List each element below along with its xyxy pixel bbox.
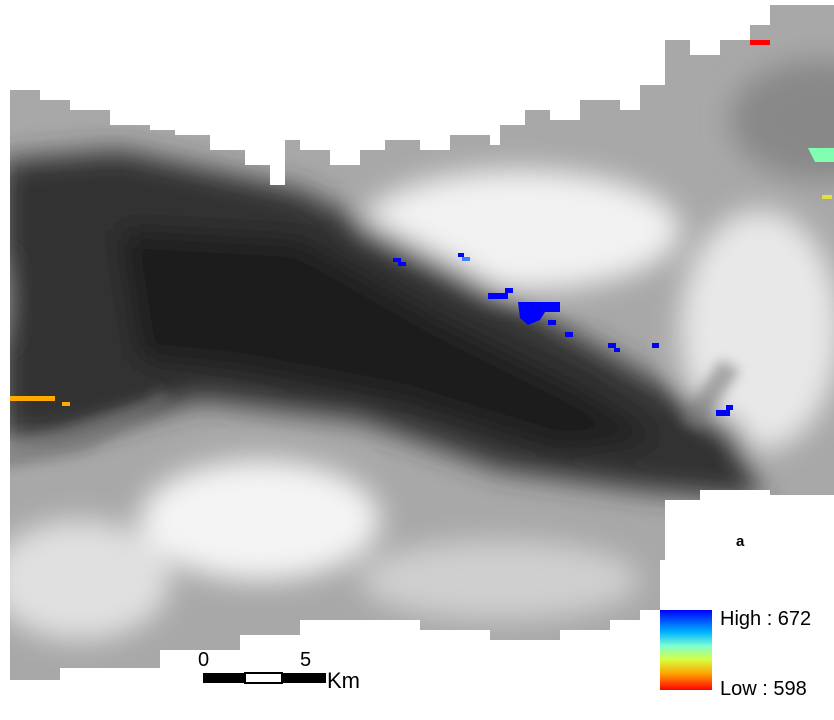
cell-red [750,40,770,45]
cell-orange [62,402,70,406]
panel-label: a [736,533,745,550]
map: a High : 672 Low : 598 0 5 Km [0,0,834,720]
cell-yellow [822,195,832,199]
cell-orange [10,396,55,401]
scale-tick-label: 0 [198,649,209,671]
legend-high: High : 672 [720,608,811,630]
scale-tick-label: 5 [300,649,311,671]
scale-unit: Km [327,668,360,693]
legend-low: Low : 598 [720,678,807,700]
scale-bar: 0 5 Km [198,649,360,693]
legend-ramp [660,610,712,690]
